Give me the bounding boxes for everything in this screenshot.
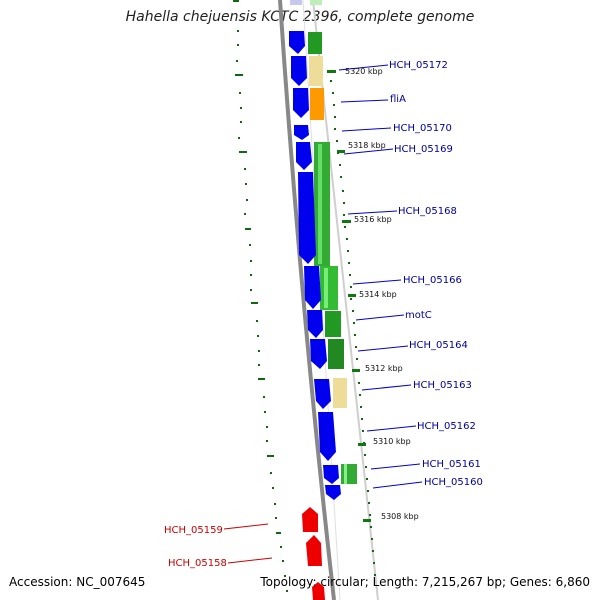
gene-label-hch-05158: HCH_05158: [168, 558, 227, 569]
reverse-genes: [302, 507, 325, 600]
scale-labels: 5320 kbp 5318 kbp 5316 kbp 5314 kbp 5312…: [345, 67, 419, 521]
forward-gene-labels: HCH_05172 fliA HCH_05170 HCH_05169 HCH_0…: [389, 60, 483, 488]
gene-label-hch-05170: HCH_05170: [393, 123, 452, 134]
reverse-gene-labels: HCH_05159 HCH_05158: [164, 525, 227, 569]
scale-label-5314: 5314 kbp: [359, 290, 397, 299]
gene-label-hch-05168: HCH_05168: [398, 206, 457, 217]
label-leaders-reverse: [223, 523, 273, 564]
gene-label-hch-05162: HCH_05162: [417, 421, 476, 432]
gene-label-flia: fliA: [390, 94, 406, 105]
gene-label-hch-05172: HCH_05172: [389, 60, 448, 71]
cog-track: [308, 0, 357, 484]
gene-label-hch-05161: HCH_05161: [422, 459, 481, 470]
gene-label-hch-05166: HCH_05166: [403, 275, 462, 286]
scale-label-5320: 5320 kbp: [345, 67, 383, 76]
gene-label-hch-05169: HCH_05169: [394, 144, 453, 155]
gene-label-hch-05159: HCH_05159: [164, 525, 223, 536]
scale-label-5316: 5316 kbp: [354, 215, 392, 224]
scale-label-5308: 5308 kbp: [381, 512, 419, 521]
genome-summary: Topology: circular; Length: 7,215,267 bp…: [260, 575, 590, 589]
gene-label-hch-05163: HCH_05163: [413, 380, 472, 391]
map-title: Hahella chejuensis KCTC 2396, complete g…: [125, 9, 475, 25]
scale-label-5310: 5310 kbp: [373, 437, 411, 446]
scale-label-5312: 5312 kbp: [365, 364, 403, 373]
accession-text: Accession: NC_007645: [9, 575, 146, 589]
backbone-ring: [278, 0, 336, 600]
gene-label-hch-05160: HCH_05160: [424, 477, 483, 488]
forward-genes: [289, 0, 341, 500]
gene-label-motc: motC: [405, 310, 432, 321]
label-leaders: [338, 64, 423, 489]
gene-label-hch-05164: HCH_05164: [409, 340, 468, 351]
gc-content-track: [233, 0, 376, 592]
scale-ticks: [327, 70, 371, 522]
scale-label-5318: 5318 kbp: [348, 141, 386, 150]
